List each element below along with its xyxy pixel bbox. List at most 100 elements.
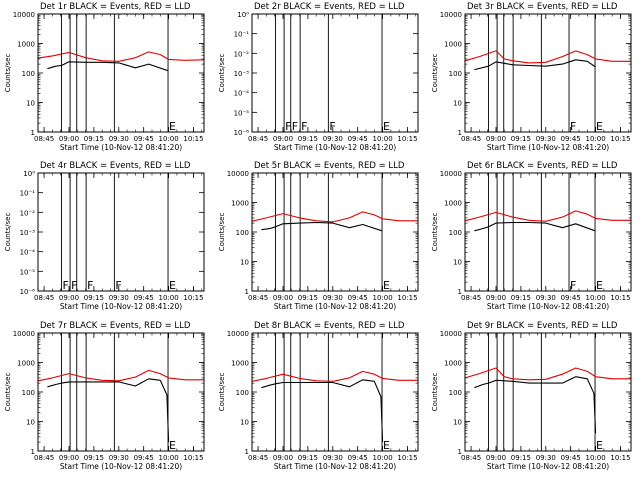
y-tick-label: 100 (449, 389, 462, 397)
y-tick-label: 1 (245, 288, 249, 296)
y-tick-label: 10 (240, 259, 249, 267)
y-tick-label: 100 (236, 389, 249, 397)
plot-frame (464, 332, 632, 452)
x-tick-label: 09:45 (134, 135, 154, 143)
y-tick-label: 100 (449, 229, 462, 237)
y-tick-label: 10 (453, 419, 462, 427)
marker-flag: F (301, 120, 307, 133)
x-tick-label: 10:00 (158, 294, 178, 302)
plot-frame (251, 332, 419, 452)
marker-flag: E (596, 279, 603, 292)
y-tick-label: 1 (458, 288, 462, 296)
marker-flag: F (71, 279, 77, 292)
x-tick-label: 08:45 (248, 454, 268, 462)
x-tick-label: 08:45 (248, 294, 268, 302)
y-tick-label: 1 (458, 129, 462, 137)
x-tick-label: 09:30 (536, 294, 556, 302)
marker-flag: E (169, 439, 176, 452)
x-tick-label: 09:00 (486, 294, 506, 302)
x-tick-label: 09:00 (59, 135, 79, 143)
marker-flag: E (383, 439, 390, 452)
series-events-line (261, 379, 384, 443)
y-tick-label: 1000 (231, 360, 249, 368)
marker-flag: E (169, 279, 176, 292)
marker-flag: F (329, 120, 335, 133)
marker-flag: F (63, 279, 69, 292)
marker-flag: E (169, 120, 176, 133)
marker-flag: E (596, 439, 603, 452)
marker-flag: E (383, 120, 390, 133)
y-tick-label: 10000 (227, 330, 249, 338)
x-tick-label: 08:45 (248, 135, 268, 143)
y-tick-label: 100 (22, 389, 35, 397)
x-tick-label: 10:15 (397, 454, 417, 462)
y-tick-label: 10⁻³ (234, 70, 250, 78)
x-tick-label: 09:00 (486, 135, 506, 143)
y-tick-label: 1 (31, 448, 35, 456)
x-tick-label: 09:00 (486, 454, 506, 462)
x-tick-label: 09:15 (511, 135, 531, 143)
y-tick-label: 100 (236, 229, 249, 237)
y-axis-label: Counts/sec (4, 213, 12, 252)
x-tick-label: 09:15 (84, 135, 104, 143)
y-tick-label: 10⁻⁴ (234, 90, 250, 98)
x-tick-label: 10:15 (610, 135, 630, 143)
chart-panel-7: Det 7r BLACK = Events, RED = LLD Counts/s… (4, 321, 205, 471)
series-lld-line (251, 370, 418, 382)
x-tick-label: 10:15 (183, 294, 203, 302)
x-tick-label: 09:15 (511, 454, 531, 462)
y-tick-label: 10000 (440, 170, 462, 178)
marker-flag: F (87, 279, 93, 292)
marker-flag: F (570, 279, 576, 292)
x-tick-label: 10:00 (372, 454, 392, 462)
y-tick-label: 10⁻³ (20, 229, 36, 237)
y-tick-label: 10⁰ (23, 170, 35, 178)
x-tick-label: 09:15 (511, 294, 531, 302)
series-lld-line (464, 210, 631, 222)
chart-panel-2: Det 2r BLACK = Events, RED = LLD Counts/s… (218, 2, 419, 152)
x-axis-label: Start Time (10-Nov-12 08:41:20) (487, 462, 609, 471)
plot-frame (37, 332, 205, 452)
x-axis-label: Start Time (10-Nov-12 08:41:20) (60, 143, 182, 152)
plot-frame (37, 13, 205, 133)
x-tick-label: 09:30 (109, 135, 129, 143)
x-axis-label: Start Time (10-Nov-12 08:41:20) (60, 302, 182, 311)
y-tick-label: 100 (22, 70, 35, 78)
x-tick-label: 09:30 (536, 454, 556, 462)
series-events-line (47, 61, 169, 72)
x-tick-label: 10:00 (372, 135, 392, 143)
chart-panel-4: Det 4r BLACK = Events, RED = LLD Counts/s… (4, 161, 205, 311)
x-tick-label: 09:30 (323, 294, 343, 302)
y-tick-label: 1 (458, 448, 462, 456)
x-tick-label: 10:15 (397, 135, 417, 143)
y-tick-label: 10⁻⁶ (20, 288, 36, 296)
x-tick-label: 10:15 (610, 454, 630, 462)
y-tick-label: 1000 (444, 200, 462, 208)
plot-frame (251, 13, 419, 133)
y-axis-label: Counts/sec (431, 54, 439, 93)
y-axis-label: Counts/sec (218, 213, 226, 252)
x-tick-label: 08:45 (461, 294, 481, 302)
series-events-line (47, 378, 170, 443)
y-tick-label: 10000 (440, 330, 462, 338)
x-axis-label: Start Time (10-Nov-12 08:41:20) (487, 302, 609, 311)
y-axis-label: Counts/sec (431, 373, 439, 412)
marker-flag: F (570, 120, 576, 133)
series-events-line (261, 221, 383, 232)
x-tick-label: 09:45 (561, 135, 581, 143)
marker-flag: F (292, 120, 298, 133)
chart-panel-9: Det 9r BLACK = Events, RED = LLD Counts/s… (431, 321, 632, 471)
x-tick-label: 09:45 (561, 454, 581, 462)
series-lld-line (464, 367, 631, 381)
chart-title: Det 5r BLACK = Events, RED = LLD (254, 161, 405, 171)
marker-flag: E (383, 279, 390, 292)
series-lld-line (37, 51, 205, 62)
x-tick-label: 09:00 (59, 294, 79, 302)
x-tick-label: 10:15 (397, 294, 417, 302)
plot-frame (464, 13, 632, 133)
y-tick-label: 10⁻¹ (20, 190, 36, 198)
series-events-line (474, 59, 596, 71)
x-tick-label: 10:15 (183, 454, 203, 462)
x-tick-label: 09:45 (348, 454, 368, 462)
